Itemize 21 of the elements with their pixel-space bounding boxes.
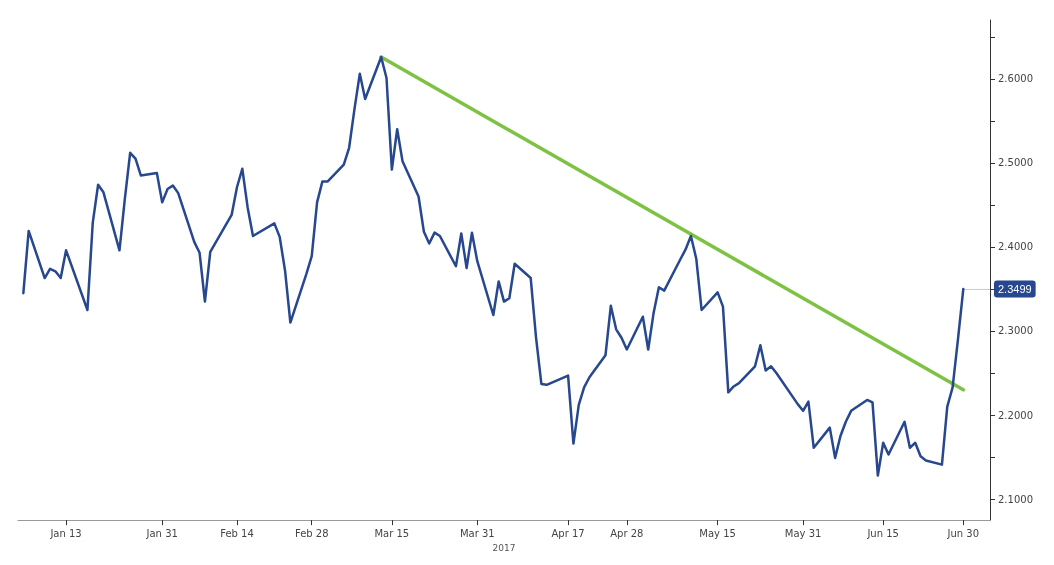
x-tick-label: Feb 28 [294,527,329,539]
y-tick-label: 2.1000 [998,493,1033,505]
annotation: 2.3499 [998,283,1032,296]
y-tick-label: 2.2000 [998,409,1033,421]
x-tick-label: Feb 14 [220,527,254,539]
x-axis-title: 2017 [492,542,516,553]
y-tick-label: 2.3000 [998,325,1033,337]
x-tick-label: Jan 13 [49,527,82,539]
x-tick-label: Jun 15 [866,527,899,539]
y-tick-label: 2.5000 [998,157,1033,169]
x-tick-label: Apr 28 [610,527,644,539]
x-tick-label: Mar 31 [459,527,495,539]
x-tick-label: Jun 30 [946,527,980,539]
x-tick-label: Jan 31 [145,527,178,539]
y-tick-label: 2.4000 [998,241,1033,253]
line-series [22,55,965,477]
x-tick-label: Apr 17 [551,527,585,539]
x-tick-label: May 31 [784,527,822,539]
x-tick-label: Mar 15 [374,527,410,539]
x-tick-label: May 15 [699,527,736,539]
y-tick-label: 2.6000 [998,73,1033,85]
